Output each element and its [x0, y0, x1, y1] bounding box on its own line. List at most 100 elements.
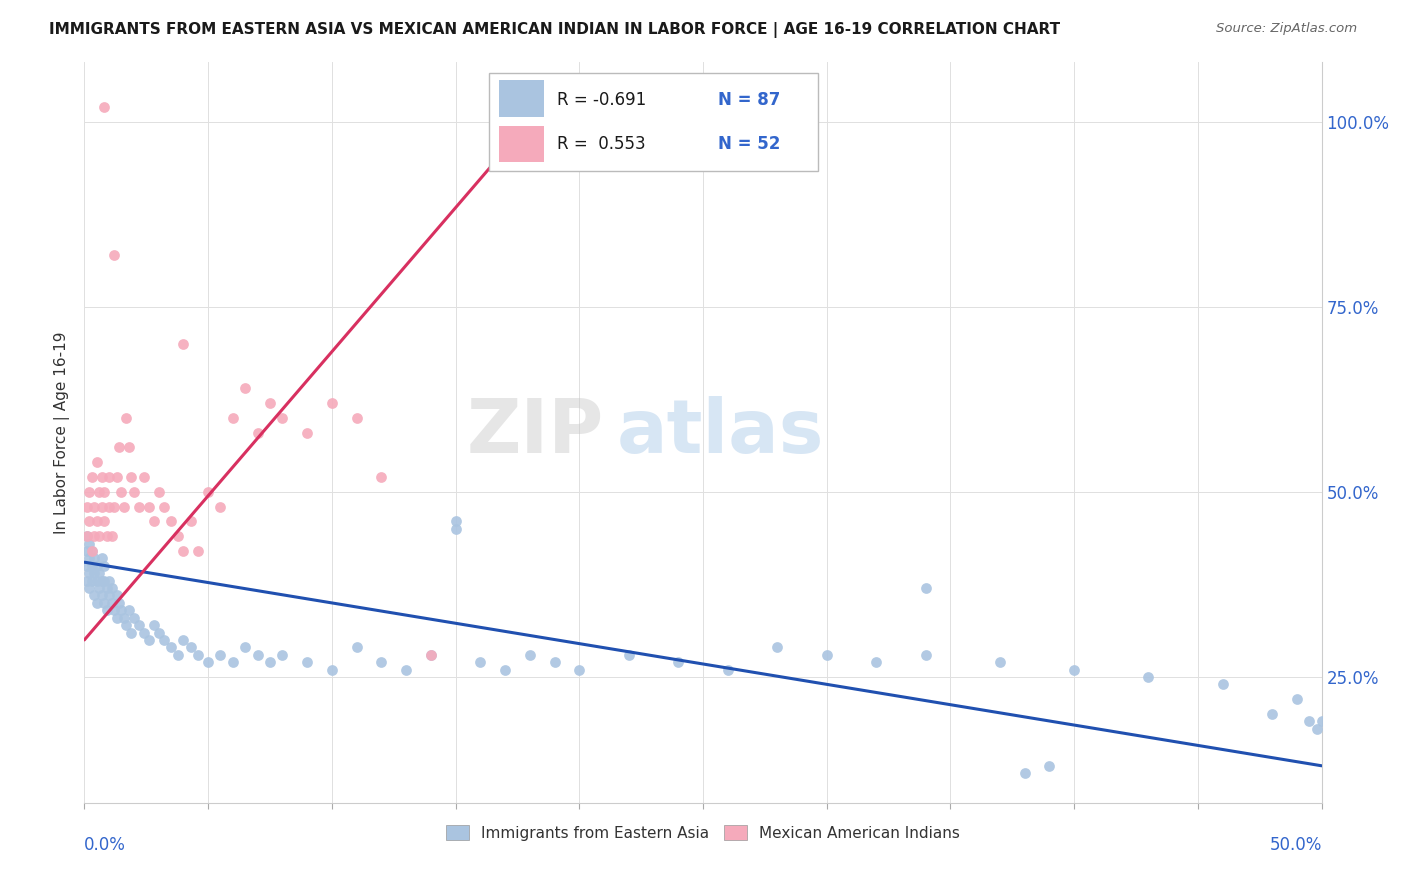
- Point: [519, 648, 541, 662]
- Point: [187, 648, 209, 662]
- Point: [89, 566, 111, 581]
- Point: [89, 581, 111, 595]
- Point: [93, 484, 115, 499]
- Text: IMMIGRANTS FROM EASTERN ASIA VS MEXICAN AMERICAN INDIAN IN LABOR FORCE | AGE 16-: IMMIGRANTS FROM EASTERN ASIA VS MEXICAN …: [49, 22, 1060, 38]
- Point: [142, 618, 165, 632]
- Point: [1212, 677, 1234, 691]
- Point: [1137, 670, 1160, 684]
- Point: [568, 663, 591, 677]
- Point: [246, 648, 269, 662]
- Point: [148, 484, 170, 499]
- Point: [222, 655, 245, 669]
- Point: [103, 500, 125, 514]
- Point: [209, 500, 232, 514]
- Point: [90, 551, 112, 566]
- Point: [167, 648, 190, 662]
- Point: [93, 596, 115, 610]
- Point: [1261, 706, 1284, 721]
- Point: [96, 529, 118, 543]
- Y-axis label: In Labor Force | Age 16-19: In Labor Force | Age 16-19: [55, 331, 70, 534]
- Point: [531, 100, 554, 114]
- Point: [120, 625, 142, 640]
- Point: [86, 455, 108, 469]
- Point: [93, 515, 115, 529]
- Point: [86, 515, 108, 529]
- Point: [105, 470, 128, 484]
- Point: [105, 589, 128, 603]
- Point: [100, 581, 122, 595]
- Point: [76, 574, 98, 588]
- Point: [98, 589, 121, 603]
- Point: [112, 500, 135, 514]
- Point: [1298, 714, 1320, 729]
- Point: [98, 574, 121, 588]
- Point: [167, 529, 190, 543]
- Point: [419, 648, 441, 662]
- Point: [419, 648, 441, 662]
- Point: [80, 544, 103, 558]
- Point: [93, 574, 115, 588]
- Point: [112, 610, 135, 624]
- Point: [1063, 663, 1085, 677]
- Point: [96, 581, 118, 595]
- Point: [89, 484, 111, 499]
- Point: [1310, 714, 1333, 729]
- Point: [118, 441, 141, 455]
- Point: [766, 640, 789, 655]
- Point: [180, 515, 202, 529]
- Point: [444, 515, 467, 529]
- Point: [370, 470, 392, 484]
- Point: [80, 544, 103, 558]
- Point: [271, 648, 294, 662]
- Point: [115, 618, 138, 632]
- Point: [83, 529, 105, 543]
- Text: atlas: atlas: [616, 396, 824, 469]
- Point: [90, 574, 112, 588]
- Point: [118, 603, 141, 617]
- Point: [180, 640, 202, 655]
- Point: [115, 410, 138, 425]
- Point: [76, 500, 98, 514]
- Text: Source: ZipAtlas.com: Source: ZipAtlas.com: [1216, 22, 1357, 36]
- Point: [271, 410, 294, 425]
- Point: [89, 529, 111, 543]
- Point: [108, 596, 131, 610]
- Point: [259, 655, 281, 669]
- Point: [142, 515, 165, 529]
- Point: [346, 640, 368, 655]
- Point: [108, 441, 131, 455]
- Point: [152, 632, 174, 647]
- Point: [79, 515, 101, 529]
- Point: [914, 581, 936, 595]
- Point: [865, 655, 887, 669]
- Point: [717, 663, 740, 677]
- Point: [79, 536, 101, 550]
- Point: [79, 484, 101, 499]
- Text: ZIP: ZIP: [467, 396, 605, 469]
- Point: [86, 596, 108, 610]
- Point: [79, 551, 101, 566]
- Point: [83, 551, 105, 566]
- Point: [90, 589, 112, 603]
- Point: [122, 484, 145, 499]
- Point: [172, 632, 194, 647]
- Point: [152, 500, 174, 514]
- Point: [120, 470, 142, 484]
- Point: [160, 640, 183, 655]
- Text: 0.0%: 0.0%: [84, 836, 127, 855]
- Point: [187, 544, 209, 558]
- Point: [83, 566, 105, 581]
- Point: [233, 640, 256, 655]
- Point: [76, 558, 98, 573]
- Point: [988, 655, 1011, 669]
- Point: [122, 610, 145, 624]
- Point: [222, 410, 245, 425]
- Point: [79, 566, 101, 581]
- Point: [543, 655, 565, 669]
- Point: [96, 603, 118, 617]
- Point: [138, 500, 160, 514]
- Point: [233, 381, 256, 395]
- Point: [90, 470, 112, 484]
- Point: [110, 603, 132, 617]
- Point: [914, 648, 936, 662]
